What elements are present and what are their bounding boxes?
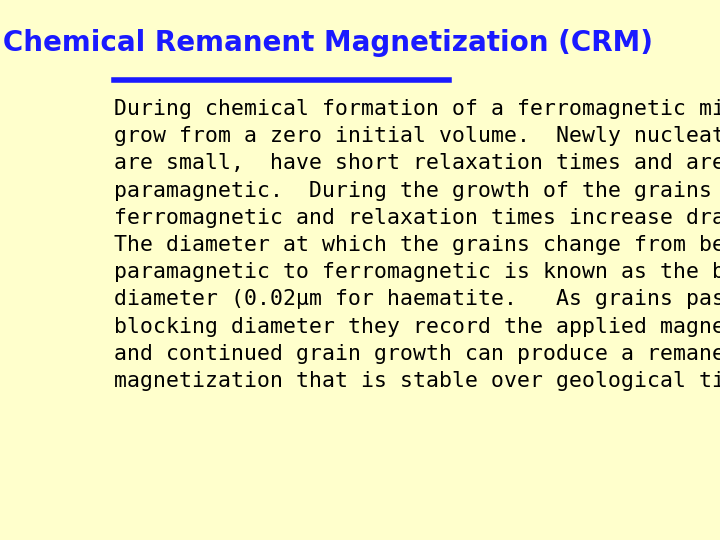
Text: During chemical formation of a ferromagnetic mineral grains
grow from a zero ini: During chemical formation of a ferromagn… (114, 99, 720, 391)
Text: NRM: Chemical Remanent Magnetization (CRM): NRM: Chemical Remanent Magnetization (CR… (0, 30, 653, 57)
